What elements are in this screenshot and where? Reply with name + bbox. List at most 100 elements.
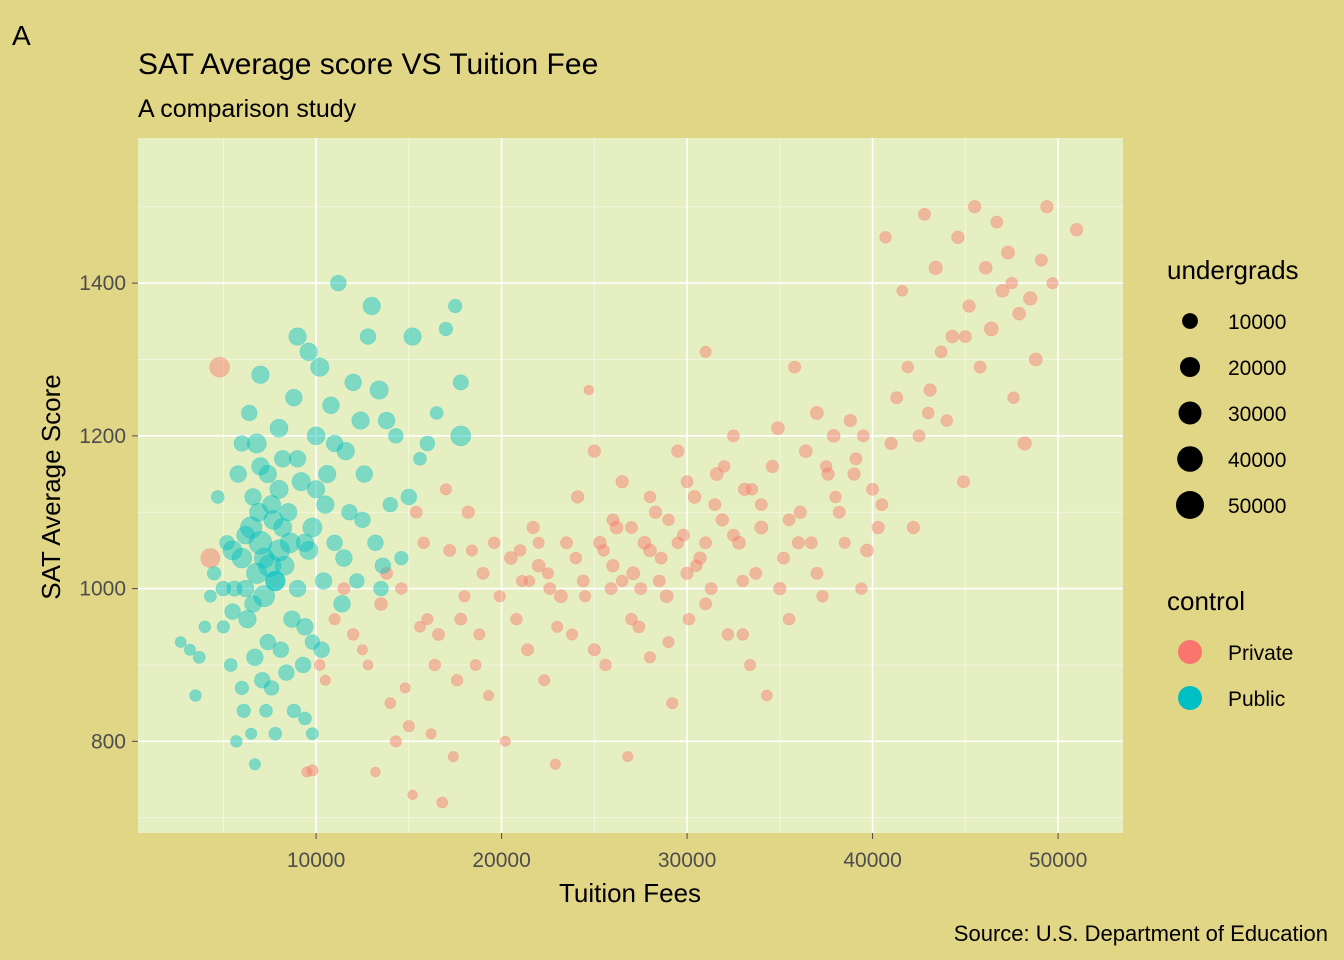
scatter-point-private bbox=[855, 582, 868, 595]
scatter-point-public bbox=[236, 579, 255, 598]
scatter-point-public bbox=[263, 680, 280, 696]
scatter-point-public bbox=[238, 610, 257, 629]
size-legend-key bbox=[1180, 357, 1200, 377]
scatter-point-private bbox=[606, 559, 620, 573]
color-legend-key bbox=[1178, 640, 1202, 664]
scatter-point-private bbox=[389, 735, 402, 748]
scatter-point-private bbox=[356, 644, 368, 656]
scatter-point-private bbox=[744, 658, 757, 671]
size-legend-key bbox=[1182, 313, 1198, 329]
scatter-point-public bbox=[230, 735, 243, 748]
scatter-point-private bbox=[402, 720, 415, 733]
scatter-point-public bbox=[248, 758, 261, 771]
scatter-point-public bbox=[330, 274, 347, 292]
scatter-point-private bbox=[425, 728, 437, 740]
scatter-point-public bbox=[189, 689, 202, 702]
scatter-point-private bbox=[820, 460, 833, 473]
scatter-point-public bbox=[236, 703, 251, 718]
scatter-point-public bbox=[265, 571, 286, 591]
scatter-point-private bbox=[793, 505, 807, 519]
scatter-point-private bbox=[771, 421, 785, 436]
y-tick-label: 1400 bbox=[79, 272, 126, 295]
size-legend-key bbox=[1178, 401, 1202, 425]
scatter-point-private bbox=[843, 413, 857, 428]
scatter-point-public bbox=[306, 426, 326, 446]
scatter-point-public bbox=[374, 557, 392, 574]
scatter-point-public bbox=[259, 704, 273, 718]
minor-gridlines bbox=[138, 138, 1123, 833]
scatter-point-public bbox=[288, 579, 307, 598]
scatter-point-private bbox=[543, 582, 557, 596]
x-axis-ticks: 10000 20000 30000 40000 50000 bbox=[287, 833, 1087, 872]
scatter-point-public bbox=[305, 727, 319, 741]
scatter-point-private bbox=[754, 498, 768, 511]
scatter-point-private bbox=[1046, 277, 1059, 290]
scatter-point-public bbox=[279, 503, 298, 522]
scatter-point-public bbox=[272, 641, 290, 658]
scatter-point-private bbox=[436, 796, 449, 809]
scatter-point-public bbox=[203, 589, 217, 603]
scatter-point-private bbox=[538, 674, 551, 687]
scatter-point-public bbox=[210, 490, 225, 504]
scatter-point-private bbox=[399, 682, 411, 694]
size-legend-label: 30000 bbox=[1228, 403, 1286, 426]
scatter-point-public bbox=[215, 580, 232, 597]
scatter-point-public bbox=[286, 703, 301, 718]
panel-tag: A bbox=[12, 20, 31, 51]
scatter-point-private bbox=[384, 697, 397, 709]
scatter-point-private bbox=[804, 536, 818, 550]
scatter-point-private bbox=[671, 444, 685, 458]
scatter-point-public bbox=[251, 365, 270, 384]
scatter-point-public bbox=[310, 357, 330, 377]
scatter-point-private bbox=[788, 360, 802, 374]
scatter-point-private bbox=[704, 582, 718, 596]
scatter-point-public bbox=[313, 641, 330, 658]
scatter-point-private bbox=[637, 535, 652, 550]
scatter-point-private bbox=[810, 406, 824, 420]
scatter-point-private bbox=[583, 384, 594, 396]
scatter-point-public bbox=[274, 555, 295, 576]
scatter-point-private bbox=[346, 628, 360, 641]
scatter-point-private bbox=[515, 574, 528, 587]
scatter-point-private bbox=[473, 628, 486, 641]
scatter-point-public bbox=[245, 727, 258, 740]
scatter-point-public bbox=[314, 572, 333, 590]
scatter-point-private bbox=[643, 543, 657, 558]
scatter-point-public bbox=[367, 534, 384, 551]
scatter-point-public bbox=[316, 495, 335, 514]
scatter-point-private bbox=[587, 444, 601, 458]
scatter-point-private bbox=[447, 751, 459, 763]
chart-title: SAT Average score VS Tuition Fee bbox=[138, 48, 598, 81]
scatter-point-public bbox=[400, 488, 418, 506]
scatter-point-private bbox=[531, 558, 546, 573]
scatter-point-private bbox=[395, 582, 408, 595]
scatter-point-private bbox=[717, 460, 731, 473]
scatter-point-private bbox=[465, 544, 478, 557]
scatter-point-private bbox=[337, 582, 351, 596]
scatter-point-private bbox=[782, 513, 796, 527]
scatter-point-public bbox=[278, 664, 295, 681]
scatter-point-private bbox=[409, 505, 423, 519]
scatter-point-public bbox=[333, 595, 351, 613]
scatter-point-private bbox=[587, 643, 601, 657]
scatter-point-public bbox=[429, 406, 444, 420]
scatter-point-private bbox=[983, 321, 999, 337]
scatter-point-private bbox=[727, 528, 740, 542]
y-tick-label: 1000 bbox=[79, 578, 126, 601]
scatter-point-private bbox=[554, 589, 568, 604]
scatter-point-private bbox=[380, 566, 393, 580]
scatter-point-private bbox=[652, 574, 666, 588]
scatter-point-public bbox=[183, 643, 196, 656]
scatter-point-public bbox=[258, 554, 282, 578]
scatter-point-private bbox=[599, 658, 612, 672]
scatter-point-private bbox=[732, 535, 746, 550]
scatter-point-private bbox=[632, 620, 646, 634]
scatter-point-private bbox=[319, 674, 331, 686]
scatter-point-private bbox=[773, 582, 787, 596]
scatter-point-public bbox=[448, 298, 463, 314]
public-points bbox=[174, 274, 472, 771]
scatter-point-public bbox=[351, 411, 370, 430]
scatter-point-private bbox=[301, 766, 313, 778]
scatter-point-private bbox=[571, 490, 585, 504]
